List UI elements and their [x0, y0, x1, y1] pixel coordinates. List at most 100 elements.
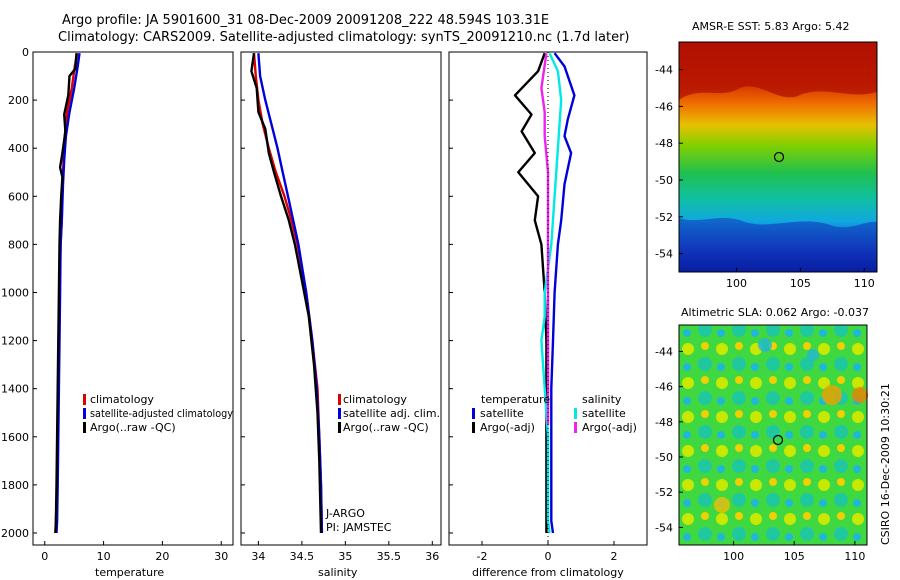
salinity-axes-frame [240, 51, 442, 546]
map-y-tick-label: -50 [655, 174, 673, 187]
legend-swatch-blue [338, 408, 341, 419]
annotation-j-argo: J-ARGO [325, 507, 365, 520]
legend-swatch-black [472, 422, 475, 433]
map-y-tick-label: -54 [655, 521, 673, 534]
sst-map-title: AMSR-E SST: 5.83 Argo: 5.42 [692, 20, 850, 33]
x-tick-label: -2 [477, 550, 488, 563]
legend-swatch-red [83, 394, 86, 405]
sla-anomaly-low [807, 349, 819, 361]
depth-tick-label: 1800 [1, 479, 29, 492]
temperature-series [54, 52, 81, 534]
map-y-tick-label: -50 [655, 451, 673, 464]
map-x-tick-label: 100 [723, 550, 744, 563]
legend-temp-argo: Argo(-adj) [480, 421, 535, 434]
x-tick-label: 20 [155, 550, 169, 563]
legend-swatch-cyan [574, 408, 577, 419]
sla-map-axes: 100 105 110 -44 -46 -48 -50 -52 -54 [655, 345, 865, 563]
map-y-tick-label: -48 [655, 416, 673, 429]
salinity-legend: climatology satellite adj. clim. Argo(..… [325, 393, 440, 534]
x-tick-label: 35 [338, 550, 352, 563]
legend-header-salinity: salinity [582, 393, 622, 406]
salinity-xlabel: salinity [318, 566, 358, 579]
map-y-tick-label: -46 [655, 381, 673, 394]
legend-swatch-blue [83, 408, 86, 419]
legend-climatology: climatology [343, 393, 407, 406]
depth-tick-label: 200 [8, 94, 29, 107]
map-y-tick-label: -52 [655, 486, 673, 499]
map-x-tick-label: 100 [726, 277, 747, 290]
credit-text: CSIRO 16-Dec-2009 10:30:21 [879, 383, 892, 545]
x-tick-label: 35.5 [377, 550, 402, 563]
sst-map-frame [678, 41, 878, 273]
depth-tick-label: 400 [8, 142, 29, 155]
legend-argo: Argo(..raw -QC) [90, 421, 176, 434]
map-y-tick-label: -44 [655, 345, 673, 358]
series-line-satellite-adj-clim- [257, 53, 324, 534]
map-y-tick-label: -52 [655, 211, 673, 224]
legend-climatology: climatology [90, 393, 154, 406]
depth-tick-label: 1600 [1, 431, 29, 444]
depth-tick-label: 0 [22, 46, 29, 59]
legend-header-temperature: temperature [481, 393, 550, 406]
x-tick-label: 10 [97, 550, 111, 563]
sla-anomaly-high [852, 387, 868, 403]
map-x-tick-label: 110 [854, 277, 875, 290]
legend-swatch-red [338, 394, 341, 405]
sla-anomaly-high [822, 385, 842, 405]
figure-title-line1: Argo profile: JA 5901600_31 08-Dec-2009 … [62, 13, 550, 28]
difference-xlabel: difference from climatology [472, 566, 624, 579]
x-tick-label: 34 [251, 550, 265, 563]
x-axis-ticks: 0 10 20 30 34 34.5 35 35.5 36 -2 0 2 [41, 541, 618, 563]
depth-axis: 0 200 400 600 800 1000 1200 1400 1600 1800 2000 [1, 46, 453, 540]
sla-map [678, 324, 868, 546]
x-tick-label: 30 [214, 550, 228, 563]
map-x-tick-label: 105 [784, 550, 805, 563]
sst-map [678, 41, 878, 273]
x-tick-label: 0 [545, 550, 552, 563]
depth-tick-label: 2000 [1, 527, 29, 540]
depth-tick-label: 1200 [1, 335, 29, 348]
temperature-legend: climatology satellite-adjusted climatolo… [83, 393, 233, 434]
depth-tick-label: 1000 [1, 286, 29, 299]
x-tick-label: 36 [425, 550, 439, 563]
map-x-tick-label: 110 [844, 550, 865, 563]
map-y-tick-label: -48 [655, 137, 673, 150]
sst-warm-front [679, 42, 877, 100]
temperature-axes-frame [32, 51, 234, 546]
figure-title-line2: Climatology: CARS2009. Satellite-adjuste… [58, 30, 630, 45]
map-x-tick-label: 105 [790, 277, 811, 290]
series-line-temperature-argo-adj- [513, 52, 548, 533]
map-y-tick-label: -54 [655, 248, 673, 261]
series-line-argo-raw-qc- [250, 53, 323, 534]
legend-temp-satellite: satellite [480, 407, 524, 420]
sst-cold-band [679, 218, 877, 272]
sst-argo-marker [773, 151, 785, 163]
difference-series [513, 52, 576, 534]
x-tick-label: 34.5 [290, 550, 315, 563]
sla-argo-marker [772, 434, 784, 446]
salinity-series [250, 53, 324, 534]
x-tick-label: 0 [41, 550, 48, 563]
depth-tick-label: 600 [8, 190, 29, 203]
map-y-tick-label: -44 [655, 64, 673, 77]
sla-anomaly-high [714, 497, 730, 513]
map-y-tick-label: -46 [655, 100, 673, 113]
legend-satellite-adjusted: satellite-adjusted climatology [90, 407, 233, 420]
legend-argo: Argo(..raw -QC) [343, 421, 429, 434]
sst-map-axes: 100 105 110 -44 -46 -48 -50 -52 -54 [655, 64, 875, 290]
depth-tick-label: 800 [8, 238, 29, 251]
series-line-argo-raw-qc- [54, 53, 78, 534]
series-line-temperature-satellite [550, 52, 576, 534]
legend-sal-satellite: satellite [582, 407, 626, 420]
sla-map-title: Altimetric SLA: 0.062 Argo: -0.037 [681, 306, 869, 319]
depth-tick-label: 1400 [1, 383, 29, 396]
legend-swatch-blue [472, 408, 475, 419]
legend-satellite-adj: satellite adj. clim. [343, 407, 440, 420]
sla-map-frame [678, 324, 868, 546]
x-tick-label: 2 [611, 550, 618, 563]
legend-swatch-magenta [574, 422, 577, 433]
legend-swatch-black [338, 422, 341, 433]
difference-legend: temperature salinity satellite Argo(-adj… [472, 393, 637, 434]
sla-anomaly-low [758, 338, 772, 352]
